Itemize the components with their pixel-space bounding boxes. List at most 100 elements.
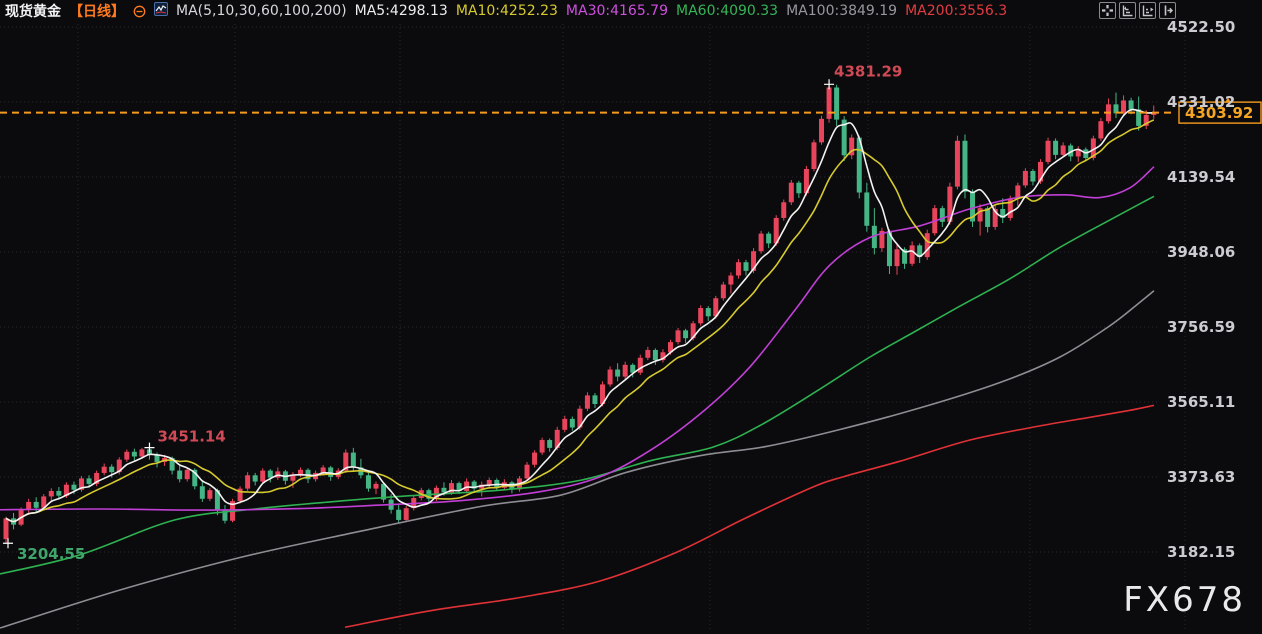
ma60-line <box>0 195 1155 575</box>
jump-to-latest-button[interactable] <box>1159 2 1176 19</box>
candle-body <box>645 349 651 358</box>
crosshair-icon <box>1102 5 1113 16</box>
candle-body <box>939 208 945 222</box>
axis-scale-right-button[interactable] <box>1139 2 1156 19</box>
candle-body <box>954 140 960 187</box>
candle-body <box>962 140 968 192</box>
candle-body <box>584 395 590 409</box>
candle-body <box>834 87 840 120</box>
candle-body <box>184 469 190 480</box>
local-high-price-label: 3451.14 <box>157 428 225 446</box>
candle-body <box>1075 149 1081 157</box>
mini-chart-icon[interactable] <box>154 2 168 20</box>
candle-body <box>569 418 575 428</box>
candle-body <box>947 186 953 222</box>
candle-body <box>350 452 356 468</box>
candle-body <box>373 483 379 489</box>
extreme-cross-marker-icon <box>3 538 13 549</box>
collapse-indicator-icon[interactable] <box>133 5 146 18</box>
candle-body <box>207 490 213 499</box>
ma30-line <box>0 166 1155 511</box>
candle-body <box>811 142 817 169</box>
candle-body <box>532 452 538 465</box>
candle-body <box>758 233 764 252</box>
candle-body <box>781 202 787 218</box>
candle-body <box>154 454 160 462</box>
candle-body <box>116 459 122 473</box>
candle-body <box>766 233 772 244</box>
candle-body <box>479 484 485 489</box>
candle-body <box>441 487 447 493</box>
candle-body <box>1128 100 1134 110</box>
candle-body <box>26 501 32 510</box>
ma100-value: MA100:3849.19 <box>786 3 898 19</box>
candle-body <box>849 137 855 156</box>
timeframe-label[interactable]: 【日线】 <box>69 4 125 20</box>
price-tick-label: 4522.50 <box>1167 18 1235 36</box>
candle-body <box>667 342 673 353</box>
candle-body <box>48 490 54 497</box>
candle-body <box>705 308 711 317</box>
candle-body <box>856 137 862 193</box>
candle-body <box>320 467 326 473</box>
candle-body <box>698 308 704 324</box>
candle-body <box>3 518 9 540</box>
candle-body <box>788 182 794 203</box>
candle-body <box>970 191 976 222</box>
candle-body <box>743 262 749 271</box>
candle-body <box>886 230 892 267</box>
candle-body <box>652 349 658 361</box>
candle-body <box>71 484 77 490</box>
candle-body <box>1068 145 1074 157</box>
candle-body <box>464 481 470 491</box>
candle-body <box>486 479 492 485</box>
candle-body <box>622 364 628 377</box>
grid-layer <box>0 24 1186 630</box>
candle-body <box>826 87 832 119</box>
candle-body <box>728 275 734 285</box>
candle-body <box>252 475 258 482</box>
candle-body <box>554 429 560 448</box>
crosshair-button[interactable] <box>1099 2 1116 19</box>
axis-scale-right-icon <box>1142 5 1154 17</box>
candle-body <box>260 470 266 482</box>
peak-price-label: 4381.29 <box>834 62 902 80</box>
candle-body <box>615 369 621 377</box>
current-price-layer: 4303.92 <box>0 97 1262 124</box>
candle-body <box>735 262 741 276</box>
watermark-logo: FX678 <box>1123 580 1246 620</box>
candle-body <box>864 192 870 226</box>
candle-body <box>690 323 696 339</box>
candle-body <box>56 490 62 496</box>
candle-body <box>720 284 726 299</box>
price-axis[interactable]: 4522.50 4331.02 4139.54 3948.06 3756.59 3565.… <box>1167 18 1235 561</box>
candle-body <box>819 118 825 143</box>
ma5-line <box>5 108 1154 523</box>
candle-body <box>841 119 847 156</box>
jump-to-latest-icon <box>1164 5 1173 16</box>
candle-body <box>177 470 183 480</box>
extreme-cross-marker-icon <box>144 442 155 453</box>
candle-body <box>909 245 915 264</box>
candle-body <box>977 208 983 222</box>
candle-body <box>449 483 455 493</box>
candle-body <box>607 369 613 385</box>
candle-body <box>41 496 47 508</box>
candle-body <box>1083 149 1089 159</box>
axis-scale-left-button[interactable] <box>1119 2 1136 19</box>
candle-body <box>245 475 251 489</box>
candle-body <box>169 458 175 471</box>
candle-body <box>600 384 606 404</box>
ma-settings-label[interactable]: MA(5,10,30,60,100,200) <box>176 3 347 19</box>
candle-body <box>433 487 439 499</box>
candle-body <box>879 230 885 249</box>
candle-body <box>1045 140 1051 162</box>
candle-body <box>365 475 371 489</box>
candle-body <box>1037 161 1043 182</box>
candle-body <box>1007 198 1013 218</box>
candle-body <box>94 472 100 484</box>
current-price-label: 4303.92 <box>1185 104 1253 122</box>
candle-body <box>803 168 809 194</box>
